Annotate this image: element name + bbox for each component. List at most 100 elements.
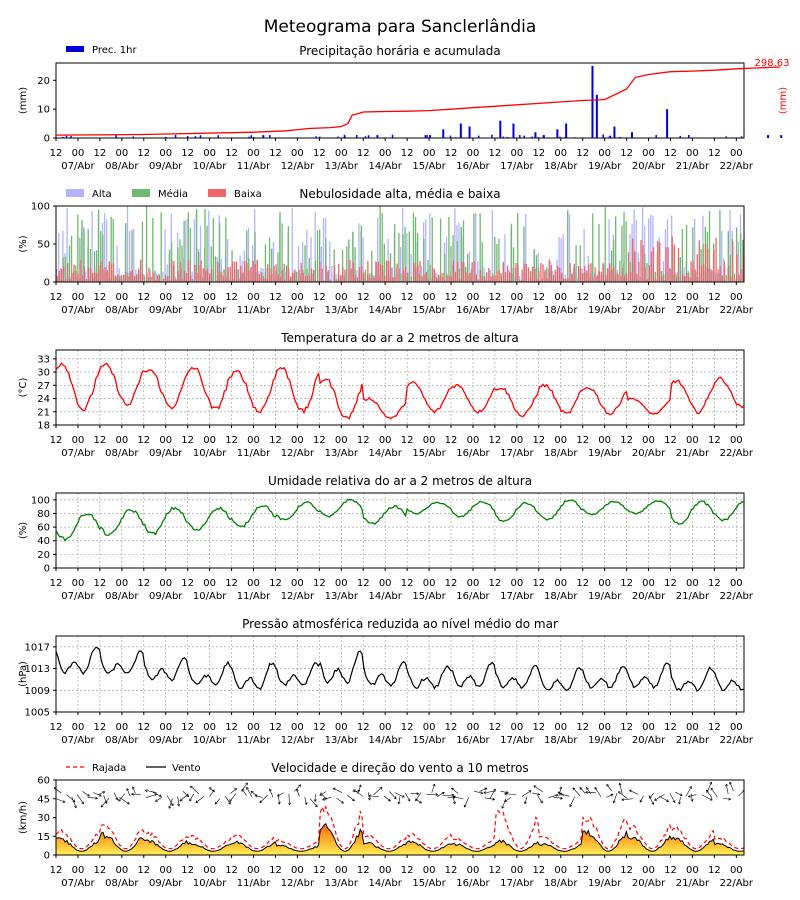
cloud-low-bar — [413, 262, 415, 282]
cloud-low-bar — [192, 280, 194, 282]
cloud-low-bar — [242, 272, 244, 282]
x-date-label: 17/Abr — [500, 591, 534, 602]
cloud-low-bar — [313, 270, 315, 282]
cloud-low-bar — [423, 274, 425, 282]
x-tick-label: 12 — [50, 578, 63, 589]
y-tick-label: 1013 — [25, 664, 50, 675]
cloud-low-bar — [565, 279, 567, 282]
x-tick-label: 12 — [664, 292, 677, 303]
wind-arrow-head — [451, 787, 454, 791]
x-tick-label: 00 — [159, 865, 172, 876]
cloud-high-bar — [262, 268, 264, 282]
cloud-low-bar — [702, 264, 705, 282]
wind-arrow-head — [250, 790, 254, 794]
cloud-low-bar — [652, 247, 655, 282]
cloud-mid-bar — [160, 212, 162, 282]
cloud-mid-bar — [729, 254, 732, 282]
precip-bar — [459, 123, 462, 138]
wind-direction-arrow — [569, 796, 575, 807]
cloud-mid-bar — [87, 228, 89, 282]
precip-bar — [319, 136, 321, 138]
cloud-high-bar — [420, 266, 423, 282]
cloud-low-bar — [450, 276, 452, 282]
cloud-mid-bar — [131, 229, 133, 282]
cloud-mid-bar — [95, 250, 98, 282]
wind-arrow-head — [397, 801, 401, 805]
cloud-low-bar — [210, 268, 213, 282]
x-tick-label: 00 — [115, 865, 128, 876]
cloud-mid-bar — [125, 223, 127, 282]
y-tick-label: 24 — [37, 394, 50, 405]
cloud-low-bar — [642, 245, 644, 282]
cloud-mid-bar — [352, 231, 354, 282]
cloud-low-bar — [375, 261, 377, 282]
legend-label-wind: Vento — [172, 763, 201, 774]
wind-arrow-head — [501, 805, 505, 809]
wind-arrow-head — [229, 799, 233, 802]
wind-direction-arrow — [383, 795, 391, 802]
cloud-mid-bar — [439, 218, 442, 282]
cloud-high-bar — [149, 270, 152, 282]
cloud-high-bar — [387, 238, 389, 282]
wind-arrow-head — [295, 788, 299, 792]
wind-arrow-head — [688, 794, 691, 798]
x-tick-label: 12 — [445, 435, 458, 446]
cloud-mid-bar — [306, 268, 308, 282]
x-tick-label: 00 — [642, 722, 655, 733]
cloud-mid-bar — [483, 275, 485, 282]
precip-bar — [780, 135, 783, 138]
x-tick-label: 12 — [181, 435, 194, 446]
wind-arrow-head — [214, 801, 218, 805]
cloud-mid-bar — [383, 243, 385, 282]
x-tick-label: 00 — [554, 722, 567, 733]
wind-arrow-head — [407, 798, 411, 802]
cloud-high-bar — [562, 234, 564, 282]
cloud-low-bar — [506, 265, 509, 282]
x-tick-label: 00 — [423, 722, 436, 733]
cloud-high-bar — [272, 241, 275, 282]
cloud-mid-bar — [662, 274, 665, 282]
cloud-mid-bar — [473, 213, 475, 282]
precip-bar — [343, 134, 346, 138]
cloud-high-bar — [377, 217, 379, 282]
wind-arrow-head — [452, 795, 456, 799]
cloud-low-bar — [83, 266, 86, 282]
cloud-low-bar — [200, 260, 202, 282]
cloud-low-bar — [402, 270, 404, 282]
panel-temperature: 18 21 24 27 30 33 Temperatura do ar a 2 metros… — [18, 331, 754, 459]
wind-arrow-head — [387, 798, 391, 802]
x-tick-label: 00 — [686, 435, 699, 446]
cloud-mid-bar — [246, 230, 248, 282]
x-tick-label: 00 — [554, 435, 567, 446]
x-tick-label: 12 — [489, 865, 502, 876]
cloud-mid-bar — [685, 224, 688, 282]
x-tick-label: 00 — [467, 865, 480, 876]
cloud-low-bar — [404, 266, 407, 282]
wind-direction-arrow — [585, 791, 596, 794]
cloud-mid-bar — [308, 258, 310, 282]
cloud-low-bar — [579, 268, 582, 282]
precip-bar — [217, 135, 219, 138]
cloud-low-bar — [523, 263, 525, 282]
cloud-low-bar — [237, 278, 240, 282]
x-tick-label: 12 — [94, 148, 107, 159]
cloud-low-bar — [654, 280, 657, 282]
cloud-low-bar — [206, 268, 209, 282]
x-tick-label: 12 — [576, 292, 589, 303]
cloud-mid-bar — [623, 212, 625, 282]
x-tick-label: 12 — [269, 865, 282, 876]
wind-direction-arrow — [489, 788, 496, 799]
x-tick-label: 00 — [291, 435, 304, 446]
x-date-label: 10/Abr — [193, 161, 227, 172]
x-tick-label: 12 — [532, 435, 545, 446]
cloud-high-bar — [568, 214, 571, 282]
wind-direction-arrow — [504, 793, 517, 795]
cloud-low-bar — [534, 269, 536, 282]
cloud-mid-bar — [81, 219, 83, 282]
wind-arrow-head — [725, 783, 729, 787]
cloud-high-bar — [468, 251, 471, 282]
cloud-mid-bar — [619, 260, 621, 282]
cloud-mid-bar — [318, 229, 321, 282]
cloud-high-bar — [320, 246, 323, 282]
y-axis-label: (hPa) — [18, 661, 29, 687]
